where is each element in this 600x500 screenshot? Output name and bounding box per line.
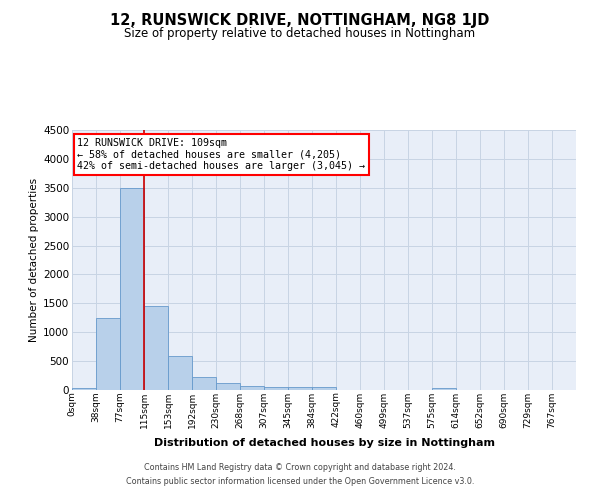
Bar: [240, 386, 264, 390]
Text: Contains public sector information licensed under the Open Government Licence v3: Contains public sector information licen…: [126, 477, 474, 486]
Bar: [168, 356, 192, 390]
Text: 12 RUNSWICK DRIVE: 109sqm
← 58% of detached houses are smaller (4,205)
42% of se: 12 RUNSWICK DRIVE: 109sqm ← 58% of detac…: [77, 138, 365, 171]
Y-axis label: Number of detached properties: Number of detached properties: [29, 178, 39, 342]
Text: 12, RUNSWICK DRIVE, NOTTINGHAM, NG8 1JD: 12, RUNSWICK DRIVE, NOTTINGHAM, NG8 1JD: [110, 12, 490, 28]
Bar: [72, 388, 96, 390]
Bar: [264, 387, 288, 390]
Text: Contains HM Land Registry data © Crown copyright and database right 2024.: Contains HM Land Registry data © Crown c…: [144, 464, 456, 472]
Bar: [144, 306, 168, 390]
Text: Size of property relative to detached houses in Nottingham: Size of property relative to detached ho…: [124, 28, 476, 40]
Bar: [120, 188, 144, 390]
Bar: [192, 376, 216, 390]
Bar: [432, 388, 456, 390]
Bar: [288, 387, 312, 390]
Text: Distribution of detached houses by size in Nottingham: Distribution of detached houses by size …: [154, 438, 494, 448]
Bar: [96, 318, 120, 390]
Bar: [216, 383, 240, 390]
Bar: [312, 387, 336, 390]
